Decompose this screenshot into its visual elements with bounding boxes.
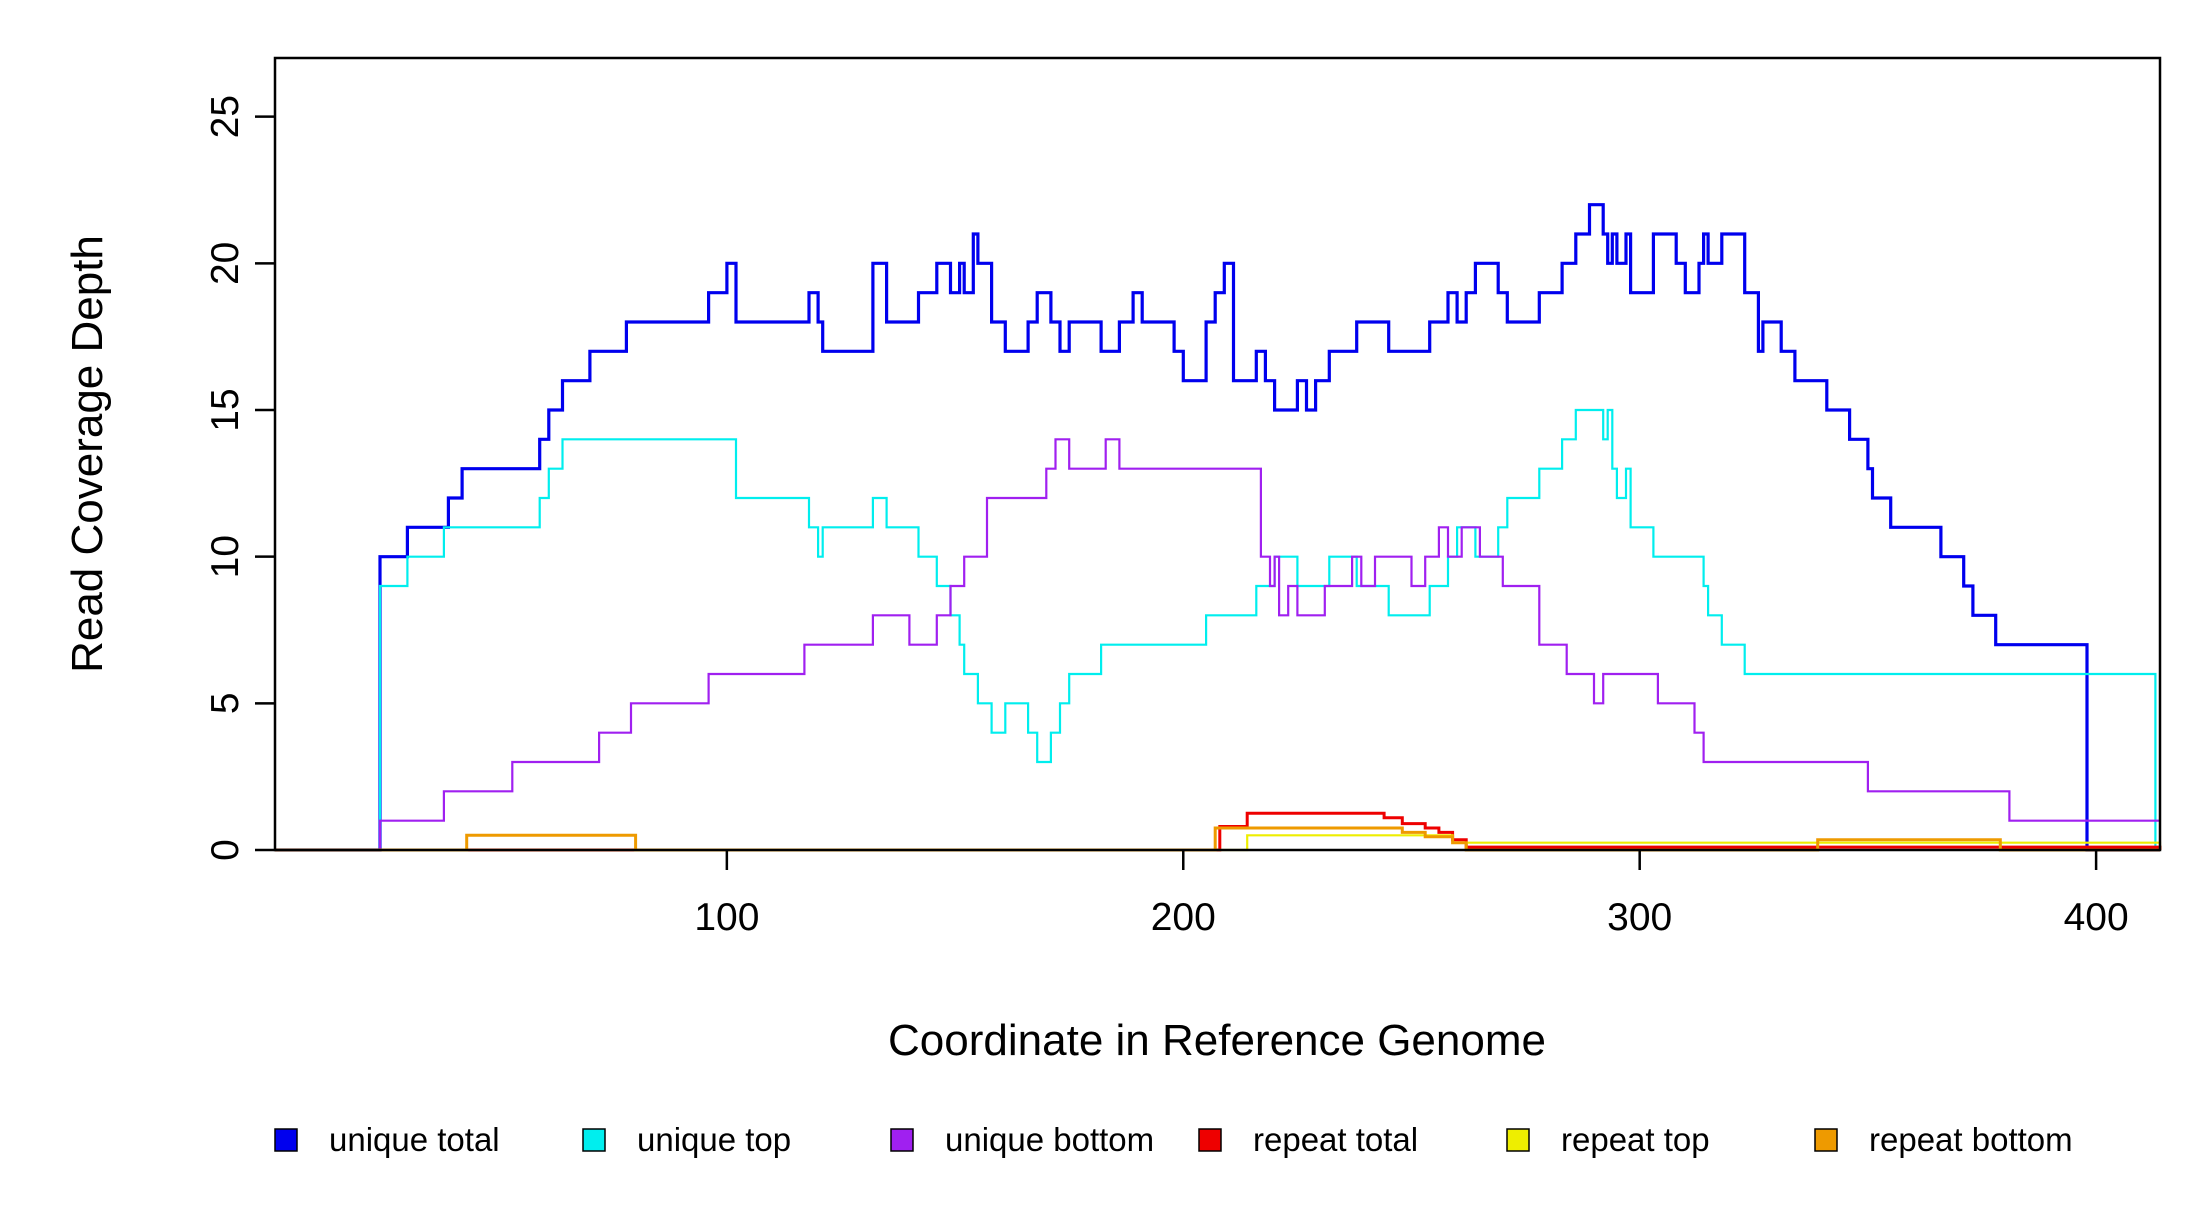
y-tick-label: 25 [204, 95, 247, 138]
legend-label: unique top [637, 1121, 791, 1158]
legend-swatch [1506, 1128, 1530, 1152]
legend-label: unique total [329, 1121, 500, 1158]
legend-swatch [1814, 1128, 1838, 1152]
y-tick-label: 5 [204, 692, 247, 714]
x-tick-label: 200 [1151, 896, 1216, 939]
legend-label: repeat top [1561, 1121, 1710, 1158]
y-tick-label: 10 [204, 535, 247, 578]
legend-swatch [890, 1128, 914, 1152]
series-layer [275, 203, 2162, 852]
x-tick-label: 100 [694, 896, 759, 939]
x-axis: 100 200 300 400 [694, 850, 2129, 939]
series-line-unique-total [275, 203, 2160, 852]
legend: unique total unique top unique bottom repea… [274, 1121, 2073, 1158]
series-line-unique-top [275, 408, 2160, 852]
x-tick-label: 400 [2064, 896, 2129, 939]
series-line-repeat-total [275, 811, 2162, 852]
series-line-unique-bottom [275, 438, 2160, 852]
series-line-repeat-top [275, 834, 2162, 852]
y-tick-label: 15 [204, 388, 247, 431]
x-axis-title: Coordinate in Reference Genome [888, 1016, 1546, 1065]
y-axis-title: Read Coverage Depth [63, 235, 112, 673]
y-tick-label: 20 [204, 242, 247, 285]
legend-swatch [582, 1128, 606, 1152]
legend-label: unique bottom [945, 1121, 1154, 1158]
legend-swatch [274, 1128, 298, 1152]
legend-label: repeat total [1253, 1121, 1418, 1158]
legend-label: repeat bottom [1869, 1121, 2073, 1158]
plot-frame [273, 56, 2162, 852]
y-tick-label: 0 [204, 839, 247, 861]
x-tick-label: 300 [1607, 896, 1672, 939]
legend-swatch [1198, 1128, 1222, 1152]
y-axis: 0 5 10 15 20 25 [204, 95, 275, 861]
series-line-repeat-bottom [275, 826, 2160, 852]
